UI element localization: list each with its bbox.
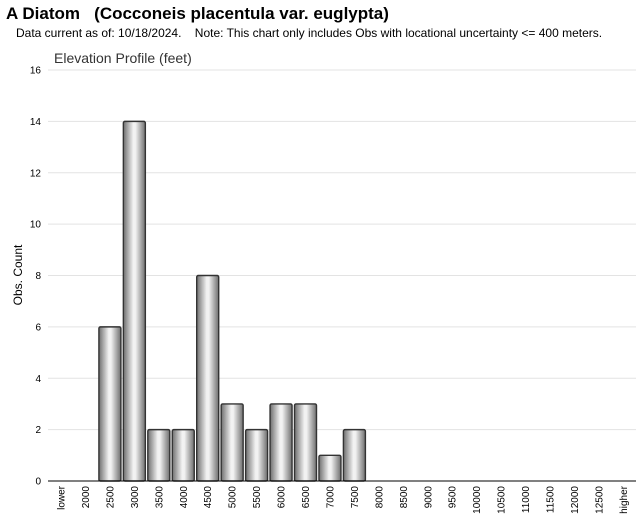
page-subtitle: Data current as of: 10/18/2024. Note: Th… — [16, 26, 603, 40]
x-tick-label: 5500 — [252, 486, 263, 509]
x-tick-label: lower — [57, 485, 68, 510]
y-tick-label: 6 — [35, 322, 41, 333]
bar-3000 — [122, 120, 147, 482]
x-tick-label: 2500 — [105, 486, 116, 509]
x-tick-label: 4500 — [203, 486, 214, 509]
x-tick-label: 9000 — [423, 486, 434, 509]
y-tick-label: 14 — [30, 117, 42, 128]
x-tick-label: 12500 — [594, 486, 605, 514]
x-tick-label: 2000 — [81, 486, 92, 509]
bar-4000 — [171, 428, 195, 482]
x-tick-label: 6000 — [277, 486, 288, 509]
page-title: A Diatom (Cocconeis placentula var. eugl… — [6, 4, 389, 23]
y-tick-label: 0 — [35, 477, 41, 488]
x-tick-label: 11500 — [546, 486, 557, 514]
y-axis-ticks: 0 2 4 6 8 10 12 14 16 — [30, 66, 42, 488]
x-tick-label: 4000 — [179, 486, 190, 509]
x-tick-label: 11000 — [521, 486, 532, 514]
x-tick-label: 10500 — [497, 486, 508, 514]
y-tick-label: 12 — [30, 168, 42, 179]
chart-title: Elevation Profile (feet) — [54, 50, 192, 66]
x-tick-label: 10000 — [472, 486, 483, 514]
x-axis-ticks: lower 2000 2500 3000 3500 4000 4500 5000 5500 600… — [57, 485, 630, 513]
x-tick-label: 9500 — [448, 486, 459, 509]
y-axis-label: Obs. Count — [11, 244, 25, 305]
x-tick-label: 12000 — [570, 486, 581, 514]
x-tick-label: 5000 — [228, 486, 239, 509]
bar-5500 — [244, 428, 269, 482]
bar-6500 — [293, 403, 318, 482]
y-tick-label: 4 — [35, 374, 41, 385]
x-tick-label: 7000 — [325, 486, 336, 509]
bar-7500 — [342, 428, 367, 482]
x-tick-label: higher — [619, 485, 630, 513]
x-tick-label: 8000 — [374, 486, 385, 509]
y-tick-label: 8 — [35, 271, 41, 282]
bar-6000 — [269, 403, 293, 482]
bars — [98, 120, 367, 482]
x-tick-label: 6500 — [301, 486, 312, 509]
x-tick-label: 3500 — [154, 486, 165, 509]
x-tick-label: 7500 — [350, 486, 361, 509]
y-tick-label: 2 — [35, 425, 41, 436]
bar-5000 — [220, 403, 244, 482]
x-tick-label: 8500 — [399, 486, 410, 509]
bar-3500 — [147, 428, 171, 482]
x-tick-label: 3000 — [130, 486, 141, 509]
bar-7000 — [318, 454, 342, 482]
y-tick-label: 10 — [30, 220, 42, 231]
y-tick-label: 16 — [30, 66, 42, 77]
bar-4500 — [195, 274, 220, 482]
bar-2500 — [98, 326, 122, 482]
